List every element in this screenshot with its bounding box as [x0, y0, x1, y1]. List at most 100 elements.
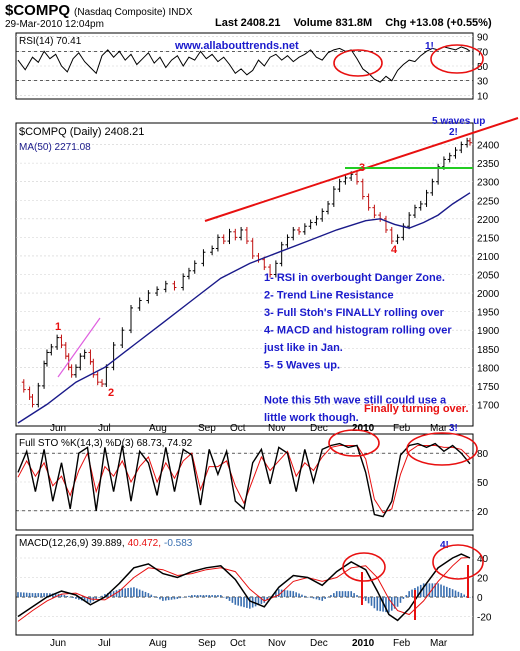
macd-hist-bar [431, 583, 434, 597]
macd-hist-bar [260, 597, 263, 605]
macd-hist-bar [167, 597, 170, 601]
month-label: Nov [268, 423, 286, 434]
month-label: Feb [393, 423, 411, 434]
macd-hist-bar [469, 597, 471, 598]
macd-hist-bar [228, 597, 231, 601]
macd-hist-bar [295, 592, 297, 597]
month-label: 3! [449, 423, 458, 434]
macd-hist-bar [150, 594, 153, 597]
wave-line [57, 317, 101, 378]
macd-hist-bar [69, 597, 71, 598]
macd-hist-bar [173, 597, 176, 600]
macd-hist-bar [179, 597, 182, 599]
macd-hist-bar [60, 594, 63, 597]
macd-hist-bar [121, 588, 124, 597]
macd-hist-bar [301, 594, 303, 597]
macd-hist-bar [222, 597, 225, 598]
site-url[interactable]: www.allabouttrends.net [174, 40, 299, 52]
macd-hist-bar [451, 589, 454, 597]
ma50-line [17, 192, 471, 424]
macd-panel [15, 534, 474, 636]
wave-1: 1 [55, 321, 61, 333]
macd-hist-bar [25, 592, 28, 597]
rsi-circle-jan [333, 49, 383, 77]
macd-hist-bar [443, 585, 445, 597]
rsi-note: 1! [425, 41, 434, 52]
month-label: Oct [230, 423, 246, 434]
macd-hist-bar [367, 597, 370, 604]
tick-label: 2150 [477, 233, 500, 244]
macd-hist-bar [379, 597, 381, 612]
wave-3: 3 [359, 162, 365, 174]
macd-label-b: 40.472, [128, 538, 161, 549]
macd-hist-bar [263, 597, 266, 603]
macd-hist-bar [298, 593, 300, 597]
macd-hist-bar [43, 593, 45, 597]
macd-hist-bar [20, 592, 22, 597]
macd-hist-bar [454, 590, 457, 597]
tick-label: 1900 [477, 326, 500, 337]
month-label: Jun [50, 638, 66, 649]
tick-label: 1800 [477, 363, 500, 374]
macd-hist-bar [86, 597, 89, 603]
macd-hist-bar [425, 583, 428, 597]
rsi-circle-mar [430, 44, 484, 74]
macd-hist-bar [240, 597, 242, 607]
macd-note: 4! [440, 540, 449, 551]
macd-hist-bar [350, 591, 353, 597]
tick-label: 20 [477, 574, 489, 585]
tick-label: 2050 [477, 271, 500, 282]
macd-hist-bar [130, 587, 132, 597]
macd-label: MACD(12,26,9) 39.889, 40.472, -0.583 [19, 538, 193, 549]
macd-hist-bar [309, 597, 312, 598]
macd-hist-bar [399, 597, 402, 603]
macd-hist-bar [185, 596, 187, 598]
macd-hist-bar [75, 597, 77, 599]
macd-hist-bar [127, 588, 129, 597]
macd-hist-bar [225, 597, 228, 599]
macd-hist-bar [188, 595, 190, 597]
macd-hist-bar [214, 595, 216, 597]
macd-hist-bar [237, 597, 240, 606]
month-label: Feb [393, 638, 411, 649]
price-month-axis: Jun Jul Aug Sep Oct Nov Dec 2010 Feb Mar 3! [50, 423, 458, 434]
macd-hist-bar [234, 597, 237, 605]
tick-label: 90 [477, 33, 489, 44]
macd-hist-bar [133, 587, 135, 597]
rsi-grid: 90 70 50 30 10 [16, 33, 489, 102]
macd-hist-bar [199, 595, 202, 597]
sto-layer [17, 442, 471, 518]
macd-hist-bar [306, 597, 309, 598]
macd-hist-bar [373, 597, 376, 609]
macd-hist-bar [138, 589, 141, 597]
month-label: 2010 [352, 423, 375, 434]
macd-hist-bar [104, 594, 106, 597]
tick-label: 80 [477, 449, 489, 460]
macd-hist-bar [162, 597, 164, 601]
macd-hist-bar [182, 597, 184, 598]
macd-hist-bar [269, 597, 271, 598]
macd-hist-bar [283, 589, 286, 597]
macd-hist-bar [338, 591, 341, 597]
macd-line [17, 553, 471, 622]
macd-hist-bar [440, 584, 442, 597]
month-label: Jun [50, 423, 66, 434]
macd-hist-bar [109, 592, 112, 597]
macd-hist-bar [324, 597, 326, 599]
tick-label: 2200 [477, 215, 500, 226]
macd-hist-bar [405, 595, 408, 597]
macd-hist-bar [66, 596, 69, 597]
macd-hist-bar [315, 597, 318, 600]
month-label: Oct [230, 638, 246, 649]
macd-hist-bar [40, 593, 42, 597]
tick-label: 2400 [477, 141, 500, 152]
macd-hist-bar [277, 589, 280, 597]
month-label: Sep [198, 423, 216, 434]
last-price: Last 2408.21 [215, 17, 281, 29]
macd-hist-bar [318, 597, 321, 601]
sto-circle-jan [328, 429, 380, 457]
macd-hist-bar [101, 595, 103, 597]
tick-label: 2300 [477, 178, 500, 189]
tick-label: 1700 [477, 400, 500, 411]
